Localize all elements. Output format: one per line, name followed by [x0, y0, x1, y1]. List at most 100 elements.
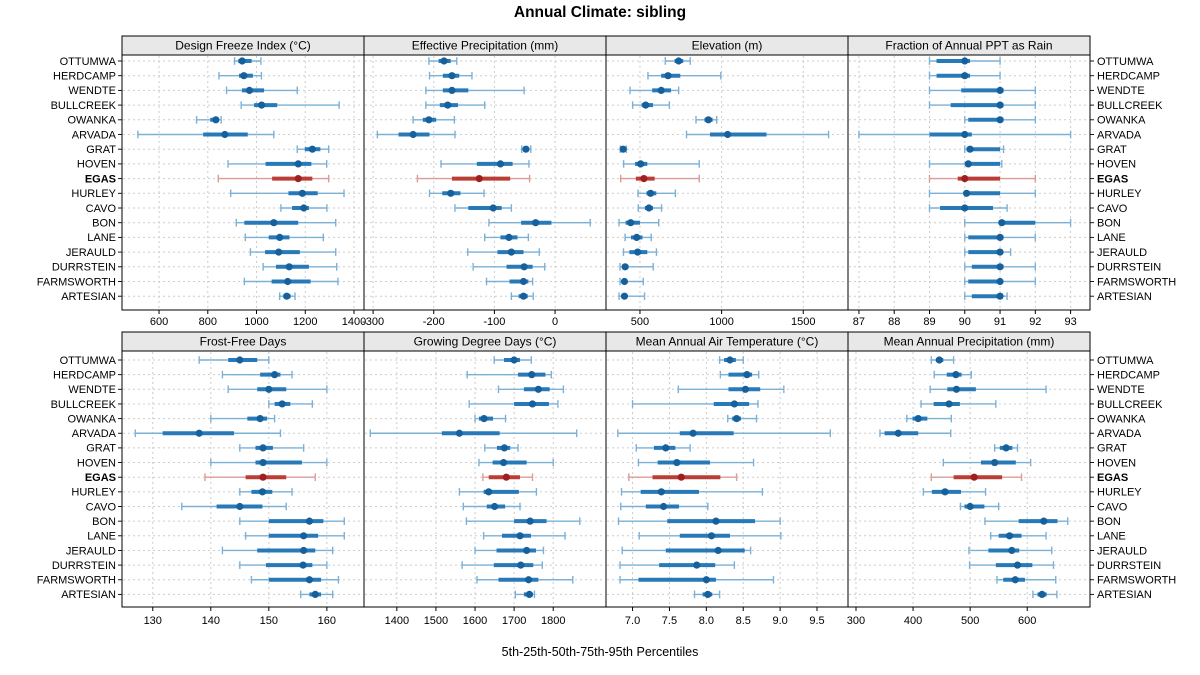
errorbar-egas: [204, 473, 316, 481]
median-dot: [265, 385, 273, 393]
errorbar-lane: [482, 532, 566, 540]
median-dot: [961, 175, 969, 183]
station-label-right: ARTESIAN: [1097, 291, 1152, 303]
errorbar-hoven: [637, 458, 755, 467]
median-dot: [516, 532, 524, 540]
errorbar-durrstein: [239, 561, 328, 569]
panel-area: [847, 54, 1091, 311]
median-dot: [305, 576, 314, 584]
station-label-left: ARTESIAN: [61, 291, 116, 303]
median-dot: [444, 101, 452, 109]
median-dot: [637, 160, 645, 168]
median-dot: [966, 502, 974, 511]
station-label-right: FARMSWORTH: [1097, 575, 1176, 587]
axis-tick-label: 89: [923, 316, 935, 328]
median-dot: [726, 356, 734, 364]
median-dot: [620, 292, 629, 300]
panel-area: [363, 54, 607, 311]
median-dot: [914, 415, 922, 423]
errorbar-cavo: [637, 204, 663, 212]
station-label-left: FARMSWORTH: [37, 276, 116, 288]
station-label-left: GRAT: [86, 144, 116, 156]
errorbar-artesian: [693, 590, 721, 599]
median-dot: [707, 532, 716, 540]
station-label-right: FARMSWORTH: [1097, 276, 1176, 288]
errorbar-bon: [235, 218, 337, 227]
median-dot: [724, 130, 732, 139]
errorbar-herdcamp: [221, 370, 293, 379]
station-label-left: LANE: [87, 531, 116, 543]
errorbar-arvada: [137, 130, 275, 139]
errorbar-lane: [244, 233, 325, 242]
errorbar-wendte: [677, 385, 785, 394]
errorbar-arvada: [858, 130, 1072, 139]
station-label-right: HOVEN: [1097, 457, 1136, 469]
axis-tick-label: 1200: [293, 316, 317, 328]
axis-tick-label: 800: [199, 316, 217, 328]
errorbar-hurley: [637, 189, 677, 198]
median-dot: [894, 429, 902, 437]
errorbar-farmsworth: [485, 277, 534, 286]
median-dot: [627, 219, 635, 227]
axis-tick-label: 600: [1018, 615, 1036, 627]
errorbar-egas: [217, 174, 330, 183]
median-dot: [425, 116, 433, 124]
median-dot: [299, 561, 307, 569]
median-dot: [642, 101, 650, 109]
errorbar-grat: [964, 145, 1005, 153]
errorbar-hoven: [227, 160, 328, 168]
station-label-right: ARVADA: [1097, 428, 1142, 440]
median-dot: [964, 160, 972, 168]
errorbar-cavo: [280, 204, 328, 212]
station-label-right: OWANKA: [1097, 413, 1146, 425]
median-dot: [510, 356, 518, 364]
strip-label: Frost-Free Days: [200, 335, 287, 349]
errorbar-owanka: [906, 414, 953, 423]
axis-tick-label: 1800: [541, 615, 565, 627]
station-label-right: JERAULD: [1097, 545, 1147, 557]
errorbar-bullcreek: [631, 400, 759, 408]
median-dot: [996, 263, 1004, 271]
errorbar-hoven: [942, 458, 1032, 467]
median-dot: [961, 204, 969, 212]
errorbar-farmsworth: [250, 575, 340, 584]
station-label-right: BULLCREEK: [1097, 100, 1163, 112]
station-label-left: DURRSTEIN: [52, 560, 116, 572]
median-dot: [259, 458, 267, 467]
median-dot: [440, 57, 448, 65]
errorbar-hoven: [928, 160, 1003, 168]
errorbar-ottumwa: [928, 57, 1001, 65]
station-label-left: OTTUMWA: [60, 355, 117, 367]
median-dot: [634, 248, 642, 256]
errorbar-bon: [465, 517, 581, 525]
station-label-right: BULLCREEK: [1097, 399, 1163, 411]
errorbar-hurley: [620, 488, 764, 496]
chart-title: Annual Climate: sibling: [513, 4, 687, 21]
axis-tick-label: 8.0: [699, 615, 714, 627]
median-dot: [712, 517, 720, 525]
station-label-right: DURRSTEIN: [1097, 262, 1161, 274]
station-label-left: HERDCAMP: [53, 71, 116, 83]
errorbar-wendte: [225, 86, 298, 95]
median-dot: [271, 371, 279, 379]
axis-tick-label: 500: [631, 316, 649, 328]
median-dot: [962, 189, 971, 197]
median-dot: [1008, 546, 1016, 555]
errorbar-herdcamp: [928, 71, 1001, 80]
errorbar-owanka: [695, 116, 718, 124]
median-dot: [520, 263, 528, 271]
errorbar-hoven: [478, 458, 554, 467]
median-dot: [523, 546, 531, 555]
station-label-right: JERAULD: [1097, 247, 1147, 259]
errorbar-ottumwa: [198, 356, 270, 364]
errorbar-ottumwa: [428, 57, 458, 65]
station-label-left: BON: [92, 516, 116, 528]
median-dot: [278, 400, 286, 408]
errorbar-cavo: [462, 502, 521, 511]
station-label-left: CAVO: [86, 501, 117, 513]
errorbar-jerauld: [474, 546, 545, 555]
errorbar-grat: [296, 145, 330, 153]
errorbar-lane: [638, 532, 782, 540]
errorbar-hurley: [428, 189, 485, 198]
